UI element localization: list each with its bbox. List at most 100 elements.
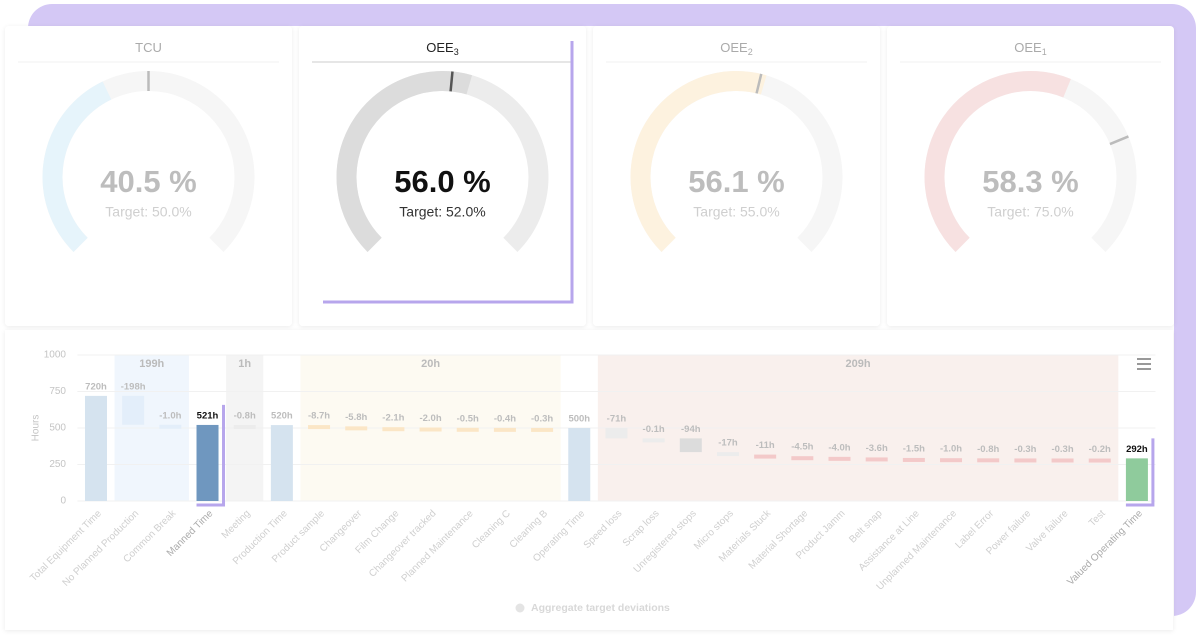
bar-value-label: -71h (607, 414, 627, 425)
bar-value-label: -0.1h (643, 424, 665, 435)
bar (828, 456, 851, 461)
bar-value-label: -94h (681, 424, 701, 435)
group-label: 1h (238, 358, 251, 370)
bar-value-label: 521h (197, 410, 219, 421)
gauge-title: OEE3 (426, 40, 458, 57)
highlight-bracket (323, 41, 574, 304)
gauge-value-arc (630, 71, 767, 252)
group-label: 209h (846, 358, 871, 370)
gauge-target: Target: 55.0% (693, 204, 779, 220)
bar-value-label: -0.5h (457, 413, 479, 424)
gauge-value-arc (42, 81, 112, 252)
target-tick (1109, 135, 1129, 146)
gauge-target: Target: 52.0% (399, 204, 485, 220)
gauge-title: OEE2 (720, 40, 752, 57)
bar (1014, 458, 1037, 463)
bar (791, 456, 814, 461)
bar (568, 428, 591, 501)
gauge-target: Target: 75.0% (987, 204, 1073, 220)
y-tick-label: 750 (49, 386, 66, 397)
title-text: OEE (426, 40, 454, 55)
bar-value-label: -4.0h (828, 442, 850, 453)
bar (865, 457, 888, 462)
bar-value-label: -0.3h (531, 413, 553, 424)
title-subscript: 1 (1042, 47, 1047, 57)
gauge-value-arc (924, 71, 1071, 252)
gauge-value: 56.1 % (688, 164, 785, 199)
bar (940, 458, 963, 463)
bar (754, 454, 777, 459)
bar (233, 424, 256, 429)
legend-marker (515, 603, 525, 613)
y-tick-label: 500 (49, 423, 66, 434)
title-subscript: 2 (748, 47, 753, 57)
gauge-value: 58.3 % (982, 164, 1079, 199)
bar (196, 424, 219, 501)
gauge-title: TCU (135, 40, 162, 55)
gauge-value-arc (336, 71, 473, 252)
bar (1088, 458, 1111, 463)
bar-value-label: -3.6h (866, 443, 888, 454)
title-text: OEE (1014, 40, 1042, 55)
bar (1125, 458, 1148, 501)
title-text: TCU (135, 40, 162, 55)
legend-label: Aggregate target deviations (531, 602, 670, 614)
bar (716, 452, 739, 457)
title-subscript: 3 (454, 47, 459, 57)
bar-value-label: 292h (1126, 444, 1148, 455)
bar (1051, 458, 1074, 463)
bar-value-label: -2.1h (382, 413, 404, 424)
target-tick (449, 71, 454, 92)
y-tick-label: 250 (49, 459, 66, 470)
bar (308, 425, 331, 430)
title-text: OEE (720, 40, 748, 55)
bar-value-label: -0.8h (977, 444, 999, 455)
bar (531, 427, 554, 432)
y-axis-label: Hours (31, 415, 42, 442)
target-tick (755, 73, 763, 94)
bar-value-label: -5.8h (345, 412, 367, 423)
bar (605, 428, 628, 439)
y-tick-label: 0 (60, 496, 66, 507)
bar-value-label: 520h (271, 411, 293, 422)
bar-value-label: -0.4h (494, 413, 516, 424)
bar-value-label: 500h (568, 414, 590, 425)
bar (159, 424, 182, 429)
bar-value-label: 720h (85, 381, 107, 392)
y-tick-label: 1000 (44, 350, 67, 361)
menu-icon[interactable] (1137, 358, 1151, 370)
highlight-bracket (196, 404, 226, 507)
bar-value-label: -1.0h (159, 410, 181, 421)
bar-value-label: -8.7h (308, 411, 330, 422)
group-label: 199h (139, 358, 164, 370)
bar-value-label: -0.3h (1051, 444, 1073, 455)
bar (419, 427, 442, 432)
bar-value-label: -4.5h (791, 442, 813, 453)
gauge-title: OEE1 (1014, 40, 1046, 57)
bar (382, 427, 405, 432)
bar (456, 427, 479, 432)
gauge-value: 56.0 % (394, 164, 491, 199)
bar-value-label: -1.5h (903, 443, 925, 454)
bar (902, 457, 925, 462)
bar (122, 395, 145, 425)
bar-value-label: -0.8h (234, 410, 256, 421)
bar-value-label: -2.0h (419, 413, 441, 424)
bar-value-label: -17h (718, 438, 738, 449)
bar (493, 427, 516, 432)
bar (977, 458, 1000, 463)
highlight-bracket (1125, 438, 1155, 507)
gauge-target: Target: 50.0% (105, 204, 191, 220)
gauge-value: 40.5 % (100, 164, 197, 199)
bar (270, 425, 293, 501)
bar (84, 395, 107, 501)
bar-value-label: -198h (121, 381, 146, 392)
bar (642, 438, 665, 443)
group-label: 20h (421, 358, 440, 370)
bar-value-label: -1.0h (940, 444, 962, 455)
bar (345, 426, 368, 431)
bar-value-label: -11h (756, 440, 775, 451)
bar-value-label: -0.3h (1014, 444, 1036, 455)
